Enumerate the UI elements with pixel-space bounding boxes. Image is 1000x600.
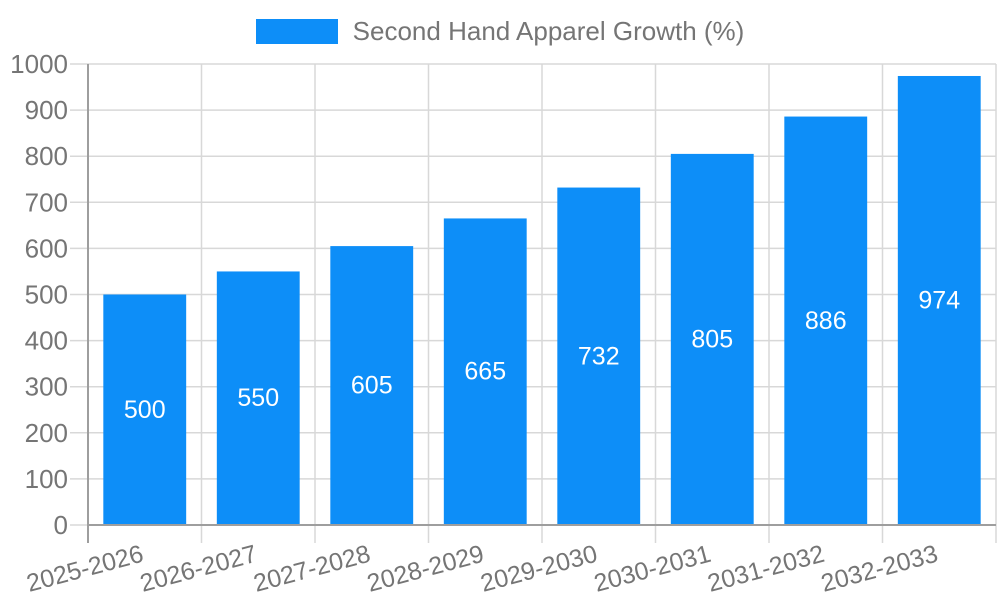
y-axis-tick-label: 0 xyxy=(54,510,68,540)
y-axis-tick-label: 600 xyxy=(25,233,68,263)
bar-value-label: 805 xyxy=(691,325,733,353)
legend-label: Second Hand Apparel Growth (%) xyxy=(352,16,745,46)
x-axis-label: 2029-2030 xyxy=(478,540,601,598)
x-axis-label: 2031-2032 xyxy=(705,540,828,598)
bar-2025-2026[interactable] xyxy=(103,294,187,526)
y-axis-tick-label: 300 xyxy=(25,372,68,402)
bar-value-label: 886 xyxy=(805,307,847,335)
legend-swatch xyxy=(255,18,338,44)
x-axis-label: 2025-2026 xyxy=(24,540,147,598)
bar-value-label: 550 xyxy=(237,384,279,412)
x-axis-label: 2030-2031 xyxy=(591,540,714,598)
bar-value-label: 974 xyxy=(918,286,960,314)
y-axis-tick-label: 800 xyxy=(25,141,68,171)
y-axis-tick-label: 400 xyxy=(25,326,68,356)
x-axis-label: 2032-2033 xyxy=(818,540,941,598)
bar-2030-2031[interactable] xyxy=(670,153,754,525)
bar-2026-2027[interactable] xyxy=(216,271,300,525)
bar-value-label: 665 xyxy=(464,358,506,386)
bar-2031-2032[interactable] xyxy=(784,116,868,525)
y-axis-tick-label: 700 xyxy=(25,187,68,217)
x-axis-label: 2027-2028 xyxy=(251,540,374,598)
y-axis-tick-label: 200 xyxy=(25,418,68,448)
bar-value-label: 605 xyxy=(351,372,393,400)
y-axis-tick-label: 900 xyxy=(25,95,68,125)
x-axis-label: 2026-2027 xyxy=(137,540,260,598)
bar-value-label: 500 xyxy=(124,396,166,424)
x-axis-label: 2028-2029 xyxy=(364,540,487,598)
bar-2028-2029[interactable] xyxy=(443,218,527,525)
legend-item[interactable]: Second Hand Apparel Growth (%) xyxy=(0,18,1000,44)
y-axis-tick-label: 100 xyxy=(25,464,68,494)
y-axis-tick-label: 500 xyxy=(25,280,68,310)
bar-2029-2030[interactable] xyxy=(557,187,641,525)
bar-2032-2033[interactable] xyxy=(897,75,981,526)
y-axis-tick-label: 1000 xyxy=(10,49,68,79)
bar-value-label: 732 xyxy=(578,342,620,370)
bar-2027-2028[interactable] xyxy=(330,246,414,525)
